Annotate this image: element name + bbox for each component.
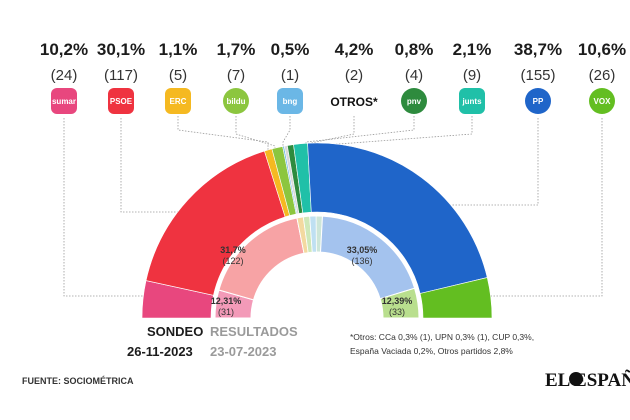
resultados-pct-1: 31,7%: [220, 245, 246, 255]
eh-bildu-logo-icon: bildu: [223, 88, 249, 114]
connector-eh-bildu: [235, 116, 276, 150]
pct-eh-bildu: 1,7%: [217, 40, 256, 59]
pct-erc: 1,1%: [159, 40, 198, 59]
pct-sumar: 10,2%: [40, 40, 88, 59]
seats-erc: (5): [169, 67, 187, 84]
bng-logo-text: bng: [283, 97, 298, 106]
resultados-labels: 12,31%(31) 31,7%(122) 33,05%(136) 12,39%(33…: [211, 245, 413, 317]
junts-logo-icon: junts: [459, 88, 485, 114]
sondeo-arcs: [141, 142, 493, 319]
eh-bildu-logo-text: bildu: [226, 97, 245, 106]
party-header: 10,2% (24) sumar 30,1% (117) PSOE 1,1% (5) ERC 1,…: [40, 40, 626, 114]
seats-psoe: (117): [104, 67, 138, 84]
pct-vox: 10,6%: [578, 40, 626, 59]
seats-eh-bildu: (7): [227, 67, 245, 84]
legend-resultados-date: 23-07-2023: [210, 344, 277, 359]
pct-pp: 38,7%: [514, 40, 562, 59]
seats-otros: (2): [345, 67, 363, 84]
resultados-seats-1: (122): [222, 256, 243, 266]
vox-logo-text: VOX: [594, 97, 612, 106]
arc-vox: [419, 277, 493, 319]
inner-arc-4: [379, 287, 420, 319]
pct-otros: 4,2%: [335, 40, 374, 59]
resultados-pct-0: 12,31%: [211, 296, 242, 306]
pp-logo-icon: PP: [525, 88, 551, 114]
sumar-logo-icon: sumar: [51, 88, 77, 114]
footnote-line-2: España Vaciada 0,2%, Otros partidos 2,8%: [350, 346, 513, 356]
resultados-arcs: [214, 215, 420, 319]
pct-psoe: 30,1%: [97, 40, 145, 59]
erc-logo-text: ERC: [170, 97, 187, 106]
resultados-pct-4: 12,39%: [382, 296, 413, 306]
otros-logo-icon: OTROS*: [330, 95, 378, 109]
legend-resultados: RESULTADOS: [210, 324, 298, 339]
psoe-logo-text: PSOE: [110, 97, 133, 106]
resultados-seats-4: (33): [389, 307, 405, 317]
otros-label: OTROS*: [330, 95, 378, 109]
connector-sumar: [63, 118, 146, 297]
pct-pnv: 0,8%: [395, 40, 434, 59]
junts-logo-text: junts: [461, 97, 482, 106]
pp-logo-text: PP: [533, 97, 544, 106]
pnv-logo-icon: pnv: [401, 88, 427, 114]
bng-logo-icon: bng: [277, 88, 303, 114]
erc-logo-icon: ERC: [165, 88, 191, 114]
legend-sondeo-date: 26-11-2023: [127, 344, 193, 359]
seats-sumar: (24): [51, 67, 78, 84]
connector-bng: [282, 116, 291, 150]
footnote-line-1: *Otros: CCa 0,3% (1), UPN 0,3% (1), CUP …: [350, 332, 534, 342]
sumar-logo-text: sumar: [52, 97, 76, 106]
resultados-seats-3: (136): [351, 256, 372, 266]
brand-logo: EL ESPAÑOL: [545, 369, 630, 391]
pct-junts: 2,1%: [453, 40, 492, 59]
inner-arc-others-part-2: [309, 215, 317, 253]
seats-pp: (155): [520, 67, 555, 84]
connector-vox: [470, 118, 603, 297]
seats-vox: (26): [589, 67, 616, 84]
resultados-seats-0: (31): [218, 307, 234, 317]
arc-pp: [307, 142, 488, 294]
pnv-logo-text: pnv: [407, 97, 422, 106]
source-label: FUENTE: SOCIOMÉTRICA: [22, 376, 134, 386]
connector-erc: [177, 116, 269, 150]
psoe-logo-icon: PSOE: [108, 88, 134, 114]
seats-pnv: (4): [405, 67, 423, 84]
brand-lion-icon: [569, 372, 583, 386]
resultados-pct-3: 33,05%: [347, 245, 378, 255]
connector-pp: [430, 118, 539, 206]
pct-bng: 0,5%: [271, 40, 310, 59]
vox-logo-icon: VOX: [589, 88, 615, 114]
legend-sondeo: SONDEO: [147, 324, 203, 339]
seats-junts: (9): [463, 67, 481, 84]
seats-bng: (1): [281, 67, 299, 84]
